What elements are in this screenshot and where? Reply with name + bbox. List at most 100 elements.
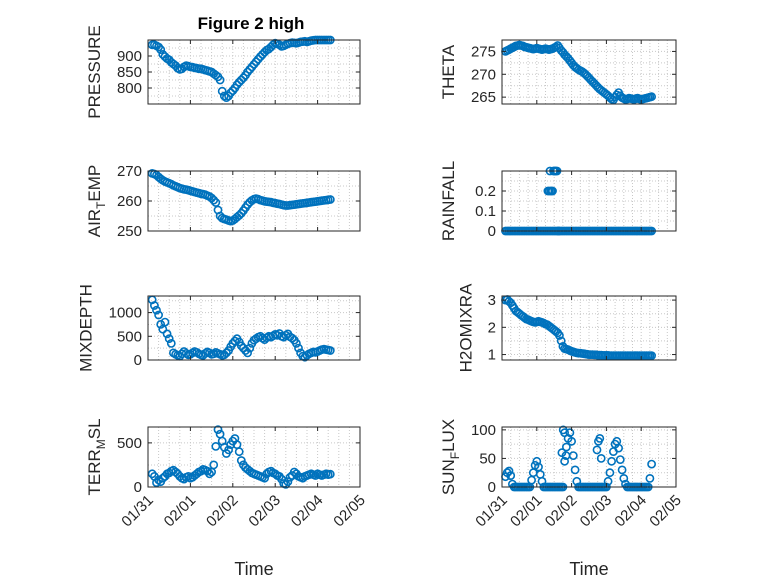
panel-7-xlabel: Time xyxy=(569,559,608,579)
data-point xyxy=(152,305,161,315)
panel-5: 1 2 3 H2OMIXRA xyxy=(456,283,677,372)
panel-1: 265 270 275 THETA xyxy=(439,39,677,106)
panel-6-xlabel: Time xyxy=(234,559,273,579)
panel-5-ylabel: H2OMIXRA xyxy=(456,283,475,372)
data-point xyxy=(205,469,214,479)
data-point xyxy=(215,75,225,85)
panel-2-series xyxy=(147,168,335,226)
data-point xyxy=(209,195,219,205)
y-tick-label: 2 xyxy=(488,319,496,336)
y-tick-label: 500 xyxy=(117,435,142,452)
panel-4-ylabel: MIXDEPTH xyxy=(77,284,96,372)
data-point xyxy=(607,456,616,466)
y-tick-label: 0 xyxy=(134,352,142,369)
panel-1-ylabel: THETA xyxy=(439,44,458,99)
data-point xyxy=(647,92,656,102)
y-tick-label: 0.2 xyxy=(475,183,496,200)
data-point xyxy=(647,351,656,360)
data-point xyxy=(614,443,623,453)
data-point xyxy=(562,442,571,452)
data-point xyxy=(209,460,219,470)
data-point xyxy=(561,451,571,460)
data-point xyxy=(294,343,303,353)
y-tick-label: 270 xyxy=(471,66,496,83)
data-point xyxy=(596,453,606,463)
data-point xyxy=(164,334,174,344)
data-point xyxy=(603,476,613,486)
data-point xyxy=(224,445,233,455)
panel-6-series xyxy=(147,425,335,489)
panel-3: 0 0.1 0.2 RAINFALL xyxy=(439,161,677,241)
y-tick-label: 0.1 xyxy=(475,203,496,220)
data-point xyxy=(325,195,335,204)
data-point xyxy=(291,338,301,348)
y-tick-label: 270 xyxy=(117,163,142,180)
data-point xyxy=(154,475,163,485)
y-tick-label: 800 xyxy=(117,80,142,97)
data-point xyxy=(605,468,615,478)
data-point xyxy=(166,338,176,348)
data-point xyxy=(268,40,278,50)
y-tick-label: 50 xyxy=(479,450,496,467)
data-point xyxy=(645,473,655,483)
panel-1-series xyxy=(501,40,656,105)
data-point xyxy=(183,471,193,481)
data-point xyxy=(567,436,576,446)
data-point xyxy=(617,465,627,475)
data-point xyxy=(249,59,259,69)
data-point xyxy=(325,469,335,479)
data-point xyxy=(241,346,250,355)
y-tick-label: 100 xyxy=(471,422,496,439)
y-tick-label: 250 xyxy=(117,223,142,240)
y-tick-label: 500 xyxy=(117,328,142,345)
data-point xyxy=(211,441,221,451)
data-point xyxy=(556,336,566,346)
data-point xyxy=(283,477,293,487)
data-point xyxy=(570,465,580,475)
y-tick-label: 265 xyxy=(471,89,496,106)
y-tick-label: 1 xyxy=(488,347,496,364)
data-point xyxy=(506,471,516,480)
data-point xyxy=(595,433,605,443)
data-point xyxy=(221,348,231,358)
y-tick-label: 0 xyxy=(134,479,142,496)
data-point xyxy=(287,333,297,343)
panel-7-ylabel: SUNFLUX xyxy=(439,419,462,495)
data-point xyxy=(532,456,542,466)
data-point xyxy=(156,45,166,54)
panel-5-series xyxy=(501,295,656,360)
y-tick-label: 0 xyxy=(488,223,496,240)
panel-0-ylabel: PRESSURE xyxy=(85,25,104,119)
y-tick-label: 275 xyxy=(471,43,496,60)
figure-title: Figure 2 high xyxy=(198,14,305,33)
data-point xyxy=(213,425,223,434)
data-point xyxy=(243,348,252,358)
y-tick-label: 260 xyxy=(117,193,142,210)
data-point xyxy=(325,346,335,355)
data-point xyxy=(245,65,255,74)
data-point xyxy=(236,456,246,465)
data-point xyxy=(156,319,166,329)
data-point xyxy=(548,186,557,196)
data-point xyxy=(555,331,564,340)
panel-3-ylabel: RAINFALL xyxy=(439,161,458,241)
data-point xyxy=(162,329,172,339)
data-point xyxy=(217,86,227,96)
data-point xyxy=(260,473,269,483)
data-point xyxy=(311,471,320,480)
data-point xyxy=(160,317,170,327)
y-tick-label: 850 xyxy=(117,64,142,81)
data-point xyxy=(149,301,159,310)
y-tick-label: 1000 xyxy=(109,305,142,322)
panel-0-series xyxy=(147,35,335,102)
panel-2: 250 260 270 AIRTEMP xyxy=(85,163,361,240)
data-point xyxy=(619,473,629,483)
data-point xyxy=(560,456,569,466)
panel-2-ylabel: AIRTEMP xyxy=(85,165,108,238)
data-point xyxy=(211,198,221,207)
data-point xyxy=(615,455,625,464)
data-point xyxy=(647,459,656,469)
y-tick-label: 3 xyxy=(488,292,496,309)
